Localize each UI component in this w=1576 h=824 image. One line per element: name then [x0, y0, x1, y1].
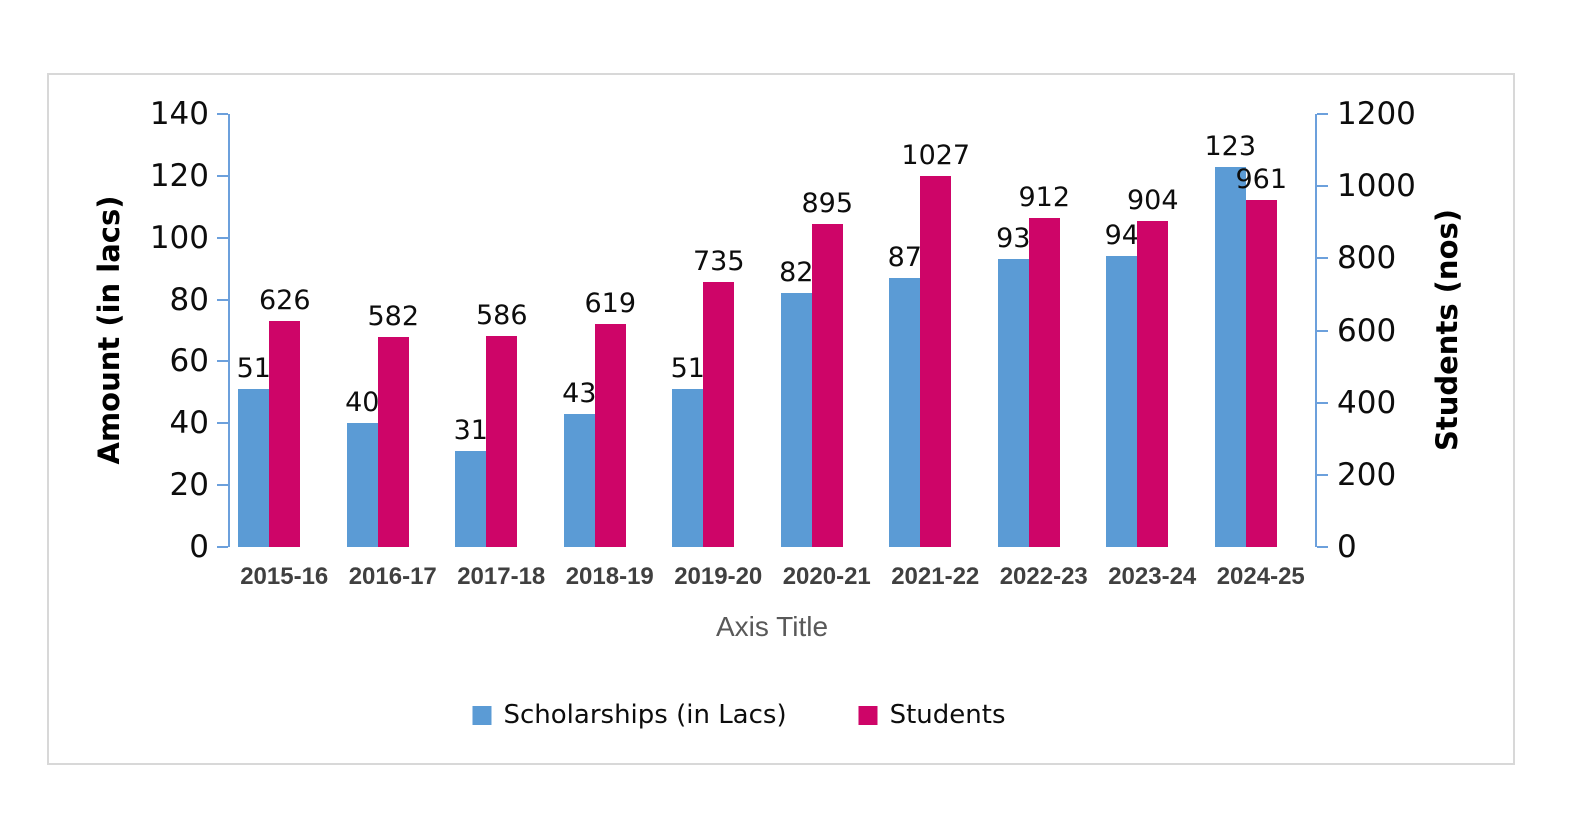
bar-scholarships — [1106, 256, 1138, 547]
category-label: 2017-18 — [457, 563, 546, 590]
data-label-scholarships: 31 — [453, 415, 488, 447]
left-axis-tick-label: 100 — [149, 219, 209, 256]
data-label-scholarships: 123 — [1204, 130, 1257, 162]
left-axis-tick — [217, 484, 228, 487]
right-axis-title: Students (nos) — [1430, 208, 1464, 452]
left-axis-tick — [217, 546, 228, 548]
right-axis-tick — [1317, 113, 1328, 115]
data-label-scholarships: 51 — [670, 353, 705, 385]
right-axis-tick-label: 0 — [1337, 529, 1357, 565]
right-axis-tick-label: 1000 — [1337, 168, 1416, 205]
left-axis-tick — [217, 360, 228, 363]
bar-students — [594, 323, 626, 547]
bar-scholarships — [238, 389, 270, 547]
data-label-students: 626 — [258, 285, 311, 317]
bar-scholarships — [346, 423, 378, 547]
data-label-students: 586 — [475, 299, 528, 331]
bar-scholarships — [455, 451, 487, 547]
bar-scholarships — [563, 414, 595, 547]
right-axis-tick — [1317, 473, 1328, 476]
data-label-students: 1027 — [901, 140, 971, 172]
bar-students — [1137, 220, 1169, 547]
right-axis-tick-label: 200 — [1337, 456, 1397, 493]
right-axis-tick — [1317, 329, 1328, 332]
right-axis-tick — [1317, 257, 1328, 260]
bar-students — [703, 281, 735, 547]
left-axis-tick — [217, 298, 228, 301]
legend-swatch-students-icon — [858, 705, 878, 725]
bar-scholarships — [1214, 166, 1246, 547]
left-axis-tick-label: 120 — [149, 157, 209, 194]
data-label-students: 582 — [367, 300, 420, 332]
data-label-students: 619 — [584, 287, 637, 319]
data-label-scholarships: 40 — [345, 387, 380, 419]
bar-students — [811, 224, 843, 547]
plot-area: 0 20 40 60 80 100 120 140 0 200 400 600 800 1000 1200 2… — [49, 75, 1513, 763]
left-axis-tick-label: 60 — [169, 343, 209, 380]
data-label-scholarships: 94 — [1104, 220, 1139, 252]
data-label-students: 961 — [1235, 164, 1288, 196]
category-label: 2016-17 — [348, 563, 437, 590]
right-axis-tick-label: 400 — [1337, 384, 1397, 421]
category-label: 2024-25 — [1216, 563, 1305, 590]
bar-students — [486, 335, 518, 547]
category-label: 2021-22 — [891, 563, 980, 590]
legend: Scholarships (in Lacs) Students — [472, 699, 1006, 731]
legend-item-students: Students — [858, 699, 1006, 731]
category-label: 2022-23 — [999, 563, 1088, 590]
data-label-students: 912 — [1018, 181, 1071, 213]
data-label-students: 904 — [1126, 184, 1179, 216]
bar-scholarships — [780, 293, 812, 547]
bar-scholarships — [997, 259, 1029, 547]
right-axis-tick-label: 600 — [1337, 312, 1397, 349]
x-axis-title: Axis Title — [715, 611, 829, 642]
data-label-scholarships: 43 — [562, 378, 597, 409]
right-axis-tick — [1317, 185, 1328, 188]
category-label: 2019-20 — [674, 563, 763, 590]
bar-students — [269, 321, 301, 547]
left-axis-title: Amount (in lacs) — [92, 195, 126, 465]
legend-item-scholarships: Scholarships (in Lacs) — [472, 699, 787, 731]
data-label-scholarships: 51 — [236, 353, 271, 385]
category-label: 2023-24 — [1108, 563, 1197, 590]
legend-swatch-scholarships-icon — [472, 705, 492, 725]
data-label-scholarships: 82 — [779, 257, 814, 289]
data-label-students: 735 — [692, 245, 745, 277]
bar-scholarships — [672, 389, 704, 547]
left-axis-tick — [217, 236, 228, 239]
legend-label-scholarships: Scholarships (in Lacs) — [503, 700, 787, 730]
category-label: 2018-19 — [565, 563, 654, 590]
left-axis-tick — [217, 174, 228, 177]
chart-frame: 0 20 40 60 80 100 120 140 0 200 400 600 800 1000 1200 2… — [47, 73, 1515, 765]
bar-students — [920, 176, 952, 547]
data-label-scholarships: 87 — [887, 241, 922, 273]
right-axis-tick — [1317, 546, 1328, 548]
legend-label-students: Students — [889, 700, 1006, 730]
data-label-students: 895 — [801, 188, 854, 220]
left-axis-tick — [217, 422, 228, 425]
right-axis-tick-label: 1200 — [1337, 96, 1416, 132]
category-label: 2020-21 — [782, 563, 871, 590]
bar-students — [377, 336, 409, 547]
left-axis-line — [228, 114, 230, 547]
data-label-scholarships: 93 — [996, 223, 1031, 255]
right-axis-tick-label: 800 — [1337, 240, 1397, 277]
left-axis-tick-label: 80 — [169, 281, 209, 318]
bar-students — [1245, 200, 1277, 547]
left-axis-tick — [217, 113, 228, 115]
bar-students — [1028, 217, 1060, 547]
bar-scholarships — [889, 277, 921, 547]
left-axis-tick-label: 20 — [169, 467, 209, 504]
right-axis-tick — [1317, 401, 1328, 404]
right-axis-line — [1315, 114, 1317, 547]
category-label: 2015-16 — [240, 563, 329, 590]
left-axis-tick-label: 140 — [149, 96, 209, 132]
left-axis-tick-label: 0 — [189, 529, 209, 565]
left-axis-tick-label: 40 — [169, 405, 209, 442]
